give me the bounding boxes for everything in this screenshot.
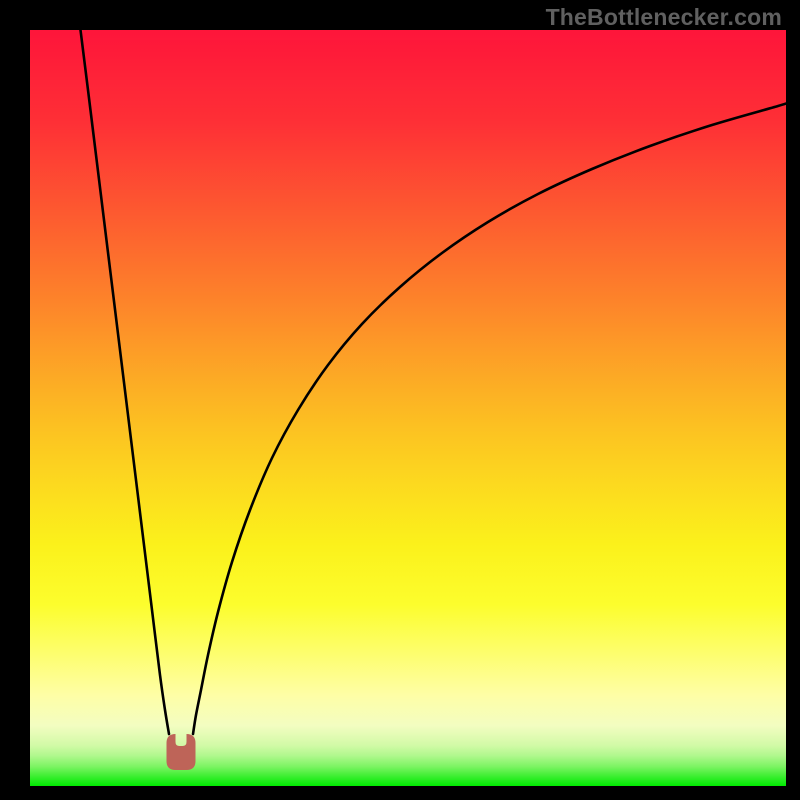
- bottleneck-plot: [0, 0, 800, 800]
- watermark-text: TheBottlenecker.com: [546, 4, 782, 31]
- chart-container: TheBottlenecker.com: [0, 0, 800, 800]
- gradient-background: [30, 30, 786, 786]
